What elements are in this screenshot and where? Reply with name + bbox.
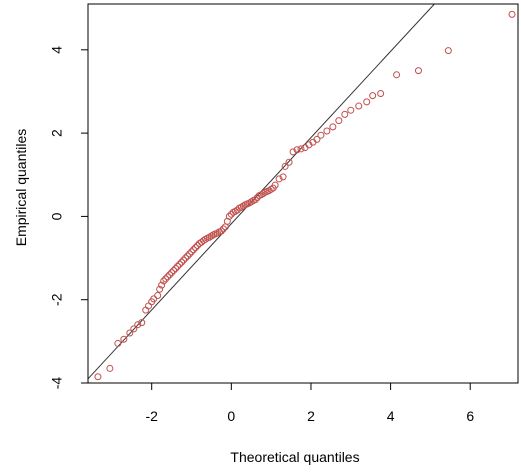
data-point (154, 292, 162, 300)
data-point (156, 285, 164, 293)
data-point (369, 92, 377, 100)
y-axis: -4 -2 0 2 4 (49, 46, 88, 390)
x-tick-label: 2 (307, 408, 315, 424)
data-point (172, 264, 180, 272)
data-point (275, 175, 283, 183)
data-point (347, 106, 355, 114)
data-point (164, 273, 172, 281)
y-tick-label: 0 (49, 212, 65, 220)
x-axis: -2 0 2 4 6 (145, 383, 474, 424)
data-point (293, 146, 301, 154)
x-tick-label: 0 (227, 408, 235, 424)
data-point (182, 254, 190, 262)
data-point (317, 131, 325, 139)
data-point (297, 145, 305, 153)
data-point (217, 227, 225, 235)
data-point (106, 364, 114, 372)
x-axis-title: Theoretical quantiles (230, 449, 359, 465)
data-point (323, 127, 331, 135)
x-tick-label: 4 (387, 408, 395, 424)
data-point (508, 10, 516, 18)
data-point (377, 90, 385, 98)
data-point (355, 102, 363, 110)
data-point (329, 123, 337, 131)
data-point (184, 252, 192, 260)
data-point (190, 246, 198, 254)
data-point (134, 321, 142, 329)
data-point (225, 212, 233, 220)
data-point (174, 262, 182, 270)
data-point (271, 181, 279, 189)
data-point (219, 225, 227, 233)
y-tick-label: 4 (49, 46, 65, 54)
data-point (158, 281, 166, 289)
data-point (114, 339, 122, 347)
data-point (180, 256, 188, 264)
x-tick-label: 6 (466, 408, 474, 424)
data-point (168, 269, 176, 277)
y-axis-title: Empirical quantiles (13, 129, 29, 247)
data-point (120, 335, 128, 343)
data-point (341, 110, 349, 118)
plot-frame (87, 3, 519, 384)
data-point (170, 267, 178, 275)
y-tick-label: -2 (49, 293, 65, 306)
data-point (285, 158, 293, 166)
data-point (138, 319, 146, 327)
data-point (162, 275, 170, 283)
y-tick-label: -4 (49, 377, 65, 390)
data-point (335, 117, 343, 125)
data-point (160, 277, 168, 285)
data-point (166, 271, 174, 279)
x-tick-label: -2 (145, 408, 158, 424)
data-point (363, 98, 371, 106)
data-point (192, 244, 199, 252)
data-point (393, 71, 401, 79)
data-point (444, 47, 452, 55)
data-point (126, 329, 134, 337)
data-point (279, 173, 287, 181)
data-point (176, 260, 184, 268)
data-point (188, 248, 196, 256)
data-point (251, 196, 259, 204)
data-point (130, 325, 138, 333)
data-point (186, 250, 194, 258)
data-point (289, 148, 297, 156)
data-point (178, 258, 186, 266)
data-point (281, 162, 289, 170)
plot-area (88, 4, 516, 381)
data-point (414, 67, 422, 75)
data-point (94, 373, 102, 381)
y-tick-label: 2 (49, 129, 65, 137)
data-point (313, 135, 321, 143)
